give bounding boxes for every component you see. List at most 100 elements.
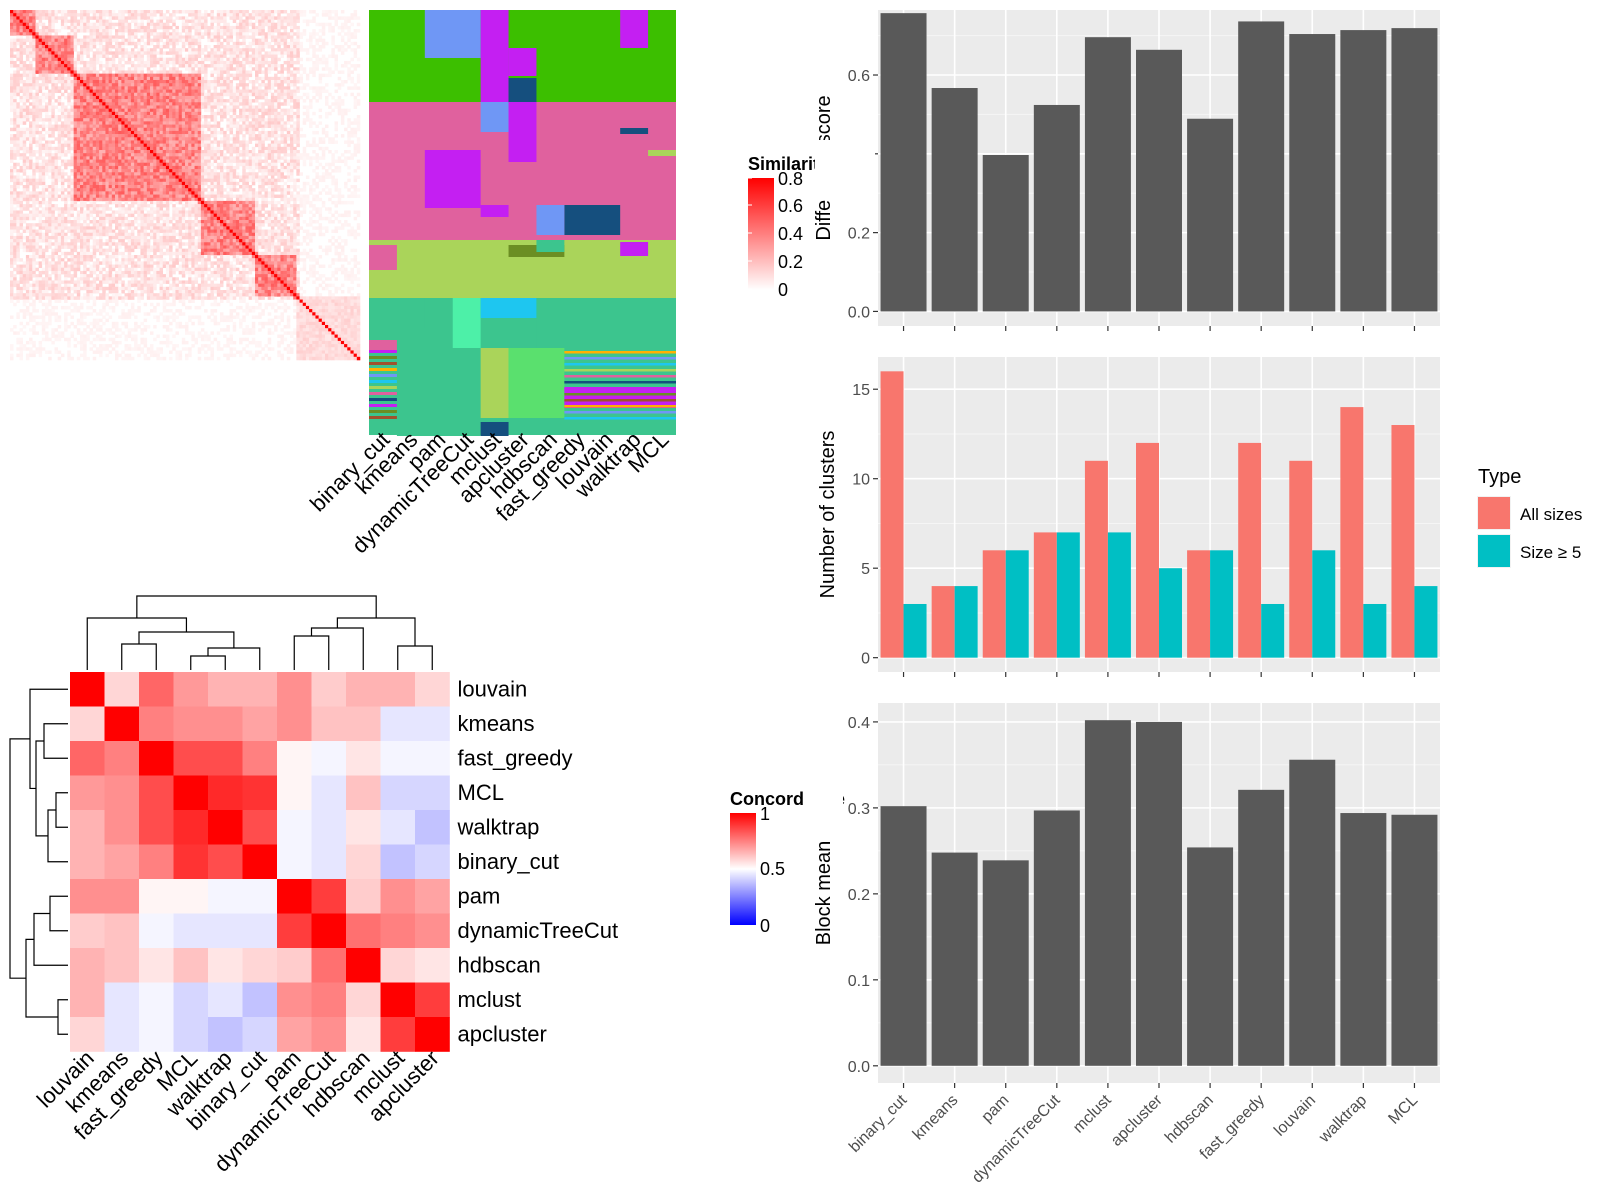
heatmap-cell <box>204 137 208 141</box>
heatmap-cell <box>216 60 221 65</box>
heatmap-cell <box>48 143 52 148</box>
heatmap-cell <box>95 99 100 103</box>
heatmap-cell <box>318 140 323 144</box>
heatmap-cell <box>258 76 262 81</box>
heatmap-cell <box>283 16 288 20</box>
heatmap-cell <box>143 35 148 39</box>
heatmap-cell <box>54 99 59 103</box>
heatmap-cell <box>45 124 49 129</box>
heatmap-cell <box>194 25 199 30</box>
heatmap-cell <box>194 13 199 17</box>
heatmap-cell <box>105 108 109 113</box>
heatmap-cell <box>121 29 125 33</box>
heatmap-cell <box>302 10 307 14</box>
heatmap-cell <box>25 95 30 100</box>
heatmap-cell <box>235 89 240 94</box>
heatmap-cell <box>270 45 275 49</box>
heatmap-cell <box>232 86 237 90</box>
heatmap-cell <box>146 121 151 125</box>
heatmap-cell <box>13 188 17 192</box>
heatmap-cell <box>102 73 106 78</box>
heatmap-cell <box>172 38 176 43</box>
heatmap-cell <box>146 16 151 20</box>
heatmap-cell <box>86 118 90 122</box>
heatmap-cell <box>194 64 199 68</box>
heatmap-cell <box>258 95 262 100</box>
heatmap-cell <box>178 130 183 135</box>
heatmap-cell <box>220 80 224 84</box>
heatmap-cell <box>57 172 62 176</box>
heatmap-cell <box>35 111 39 116</box>
heatmap-cell <box>143 48 148 52</box>
heatmap-cell <box>102 118 106 122</box>
heatmap-cell <box>64 134 68 138</box>
heatmap-cell <box>130 118 135 122</box>
heatmap-cell <box>102 86 106 90</box>
heatmap-cell <box>80 143 84 148</box>
heatmap-cell <box>309 45 313 49</box>
heatmap-cell <box>210 73 214 78</box>
heatmap-cell <box>150 188 154 192</box>
heatmap-cell <box>76 19 81 24</box>
heatmap-cell <box>150 51 154 55</box>
heatmap-cell <box>239 89 243 94</box>
heatmap-cell <box>73 130 78 135</box>
heatmap-cell <box>207 105 211 109</box>
heatmap-cell <box>57 51 62 55</box>
heatmap-cell <box>293 159 297 164</box>
heatmap-cell <box>92 70 97 74</box>
heatmap-cell <box>156 146 160 151</box>
heatmap-cell <box>159 80 164 84</box>
heatmap-cell <box>185 146 189 151</box>
heatmap-cell <box>337 48 342 52</box>
heatmap-cell <box>140 181 144 186</box>
heatmap-cell <box>32 45 36 49</box>
heatmap-cell <box>290 32 294 36</box>
heatmap-cell <box>242 134 246 138</box>
heatmap-cell <box>118 143 122 148</box>
heatmap-cell <box>105 95 109 100</box>
heatmap-cell <box>124 99 129 103</box>
heatmap-cell <box>80 45 84 49</box>
heatmap-cell <box>159 111 164 116</box>
heatmap-cell <box>86 80 90 84</box>
heatmap-cell <box>204 178 208 183</box>
heatmap-cell <box>92 130 97 135</box>
heatmap-cell <box>80 67 84 71</box>
heatmap-cell <box>239 13 243 17</box>
heatmap-cell <box>86 76 90 81</box>
heatmap-cell <box>29 150 33 154</box>
heatmap-cell <box>32 54 36 59</box>
heatmap-cell <box>140 127 144 132</box>
heatmap-cell <box>286 45 291 49</box>
heatmap-cell <box>226 29 230 33</box>
heatmap-cell <box>86 130 90 135</box>
heatmap-cell <box>210 153 214 157</box>
heatmap-cell <box>108 45 113 49</box>
heatmap-cell <box>232 181 237 186</box>
heatmap-cell <box>197 32 202 36</box>
heatmap-cell <box>29 48 33 52</box>
heatmap-cell <box>165 124 170 129</box>
heatmap-cell <box>146 70 151 74</box>
heatmap-cell <box>48 175 52 179</box>
heatmap-cell <box>344 108 348 113</box>
heatmap-cell <box>226 185 230 189</box>
heatmap-cell <box>80 57 84 62</box>
heatmap-cell <box>95 105 100 109</box>
heatmap-cell <box>296 108 300 113</box>
heatmap-cell <box>239 73 243 78</box>
heatmap-cell <box>181 111 186 116</box>
heatmap-cell <box>143 188 148 192</box>
heatmap-cell <box>95 143 100 148</box>
heatmap-cell <box>76 137 81 141</box>
heatmap-cell <box>51 45 55 49</box>
heatmap-cell <box>175 143 179 148</box>
heatmap-cell <box>315 181 319 186</box>
heatmap-cell <box>102 159 106 164</box>
heatmap-cell <box>64 45 68 49</box>
heatmap-cell <box>191 73 195 78</box>
heatmap-cell <box>185 16 189 20</box>
heatmap-cell <box>29 25 33 30</box>
heatmap-cell <box>86 143 90 148</box>
